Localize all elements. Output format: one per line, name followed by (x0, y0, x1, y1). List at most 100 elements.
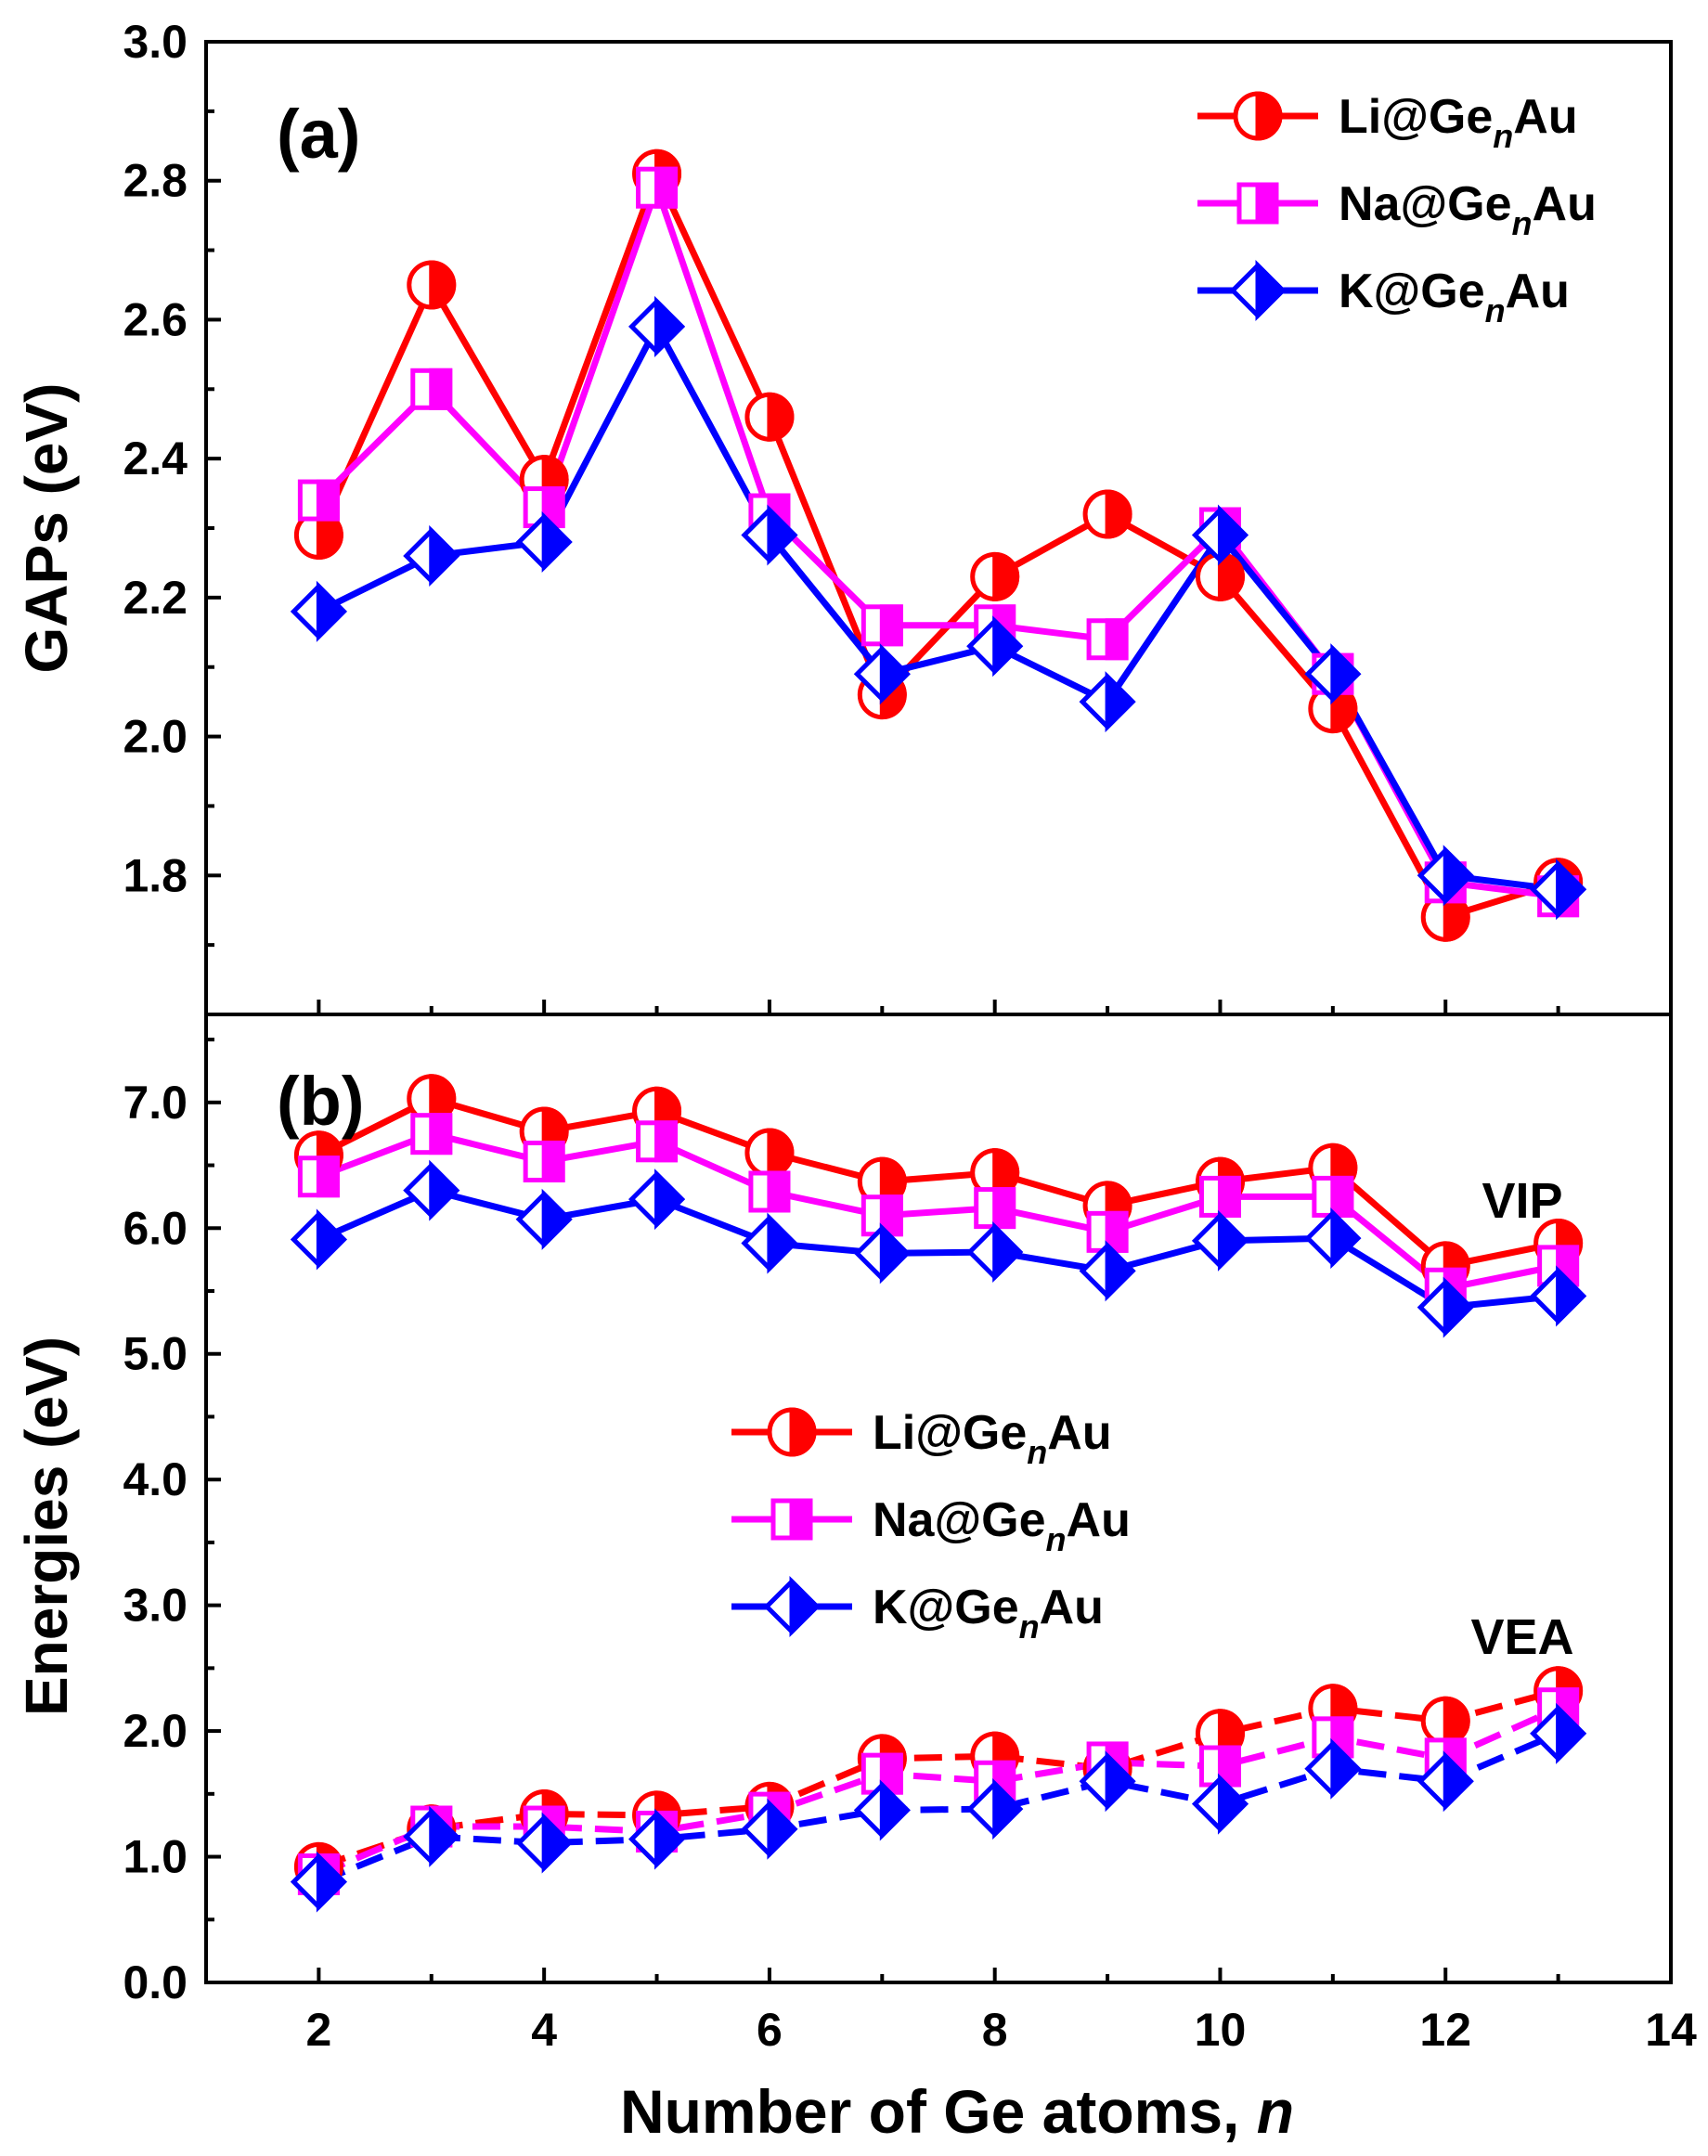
data-point-0-1-1 (410, 368, 453, 410)
data-point-1-3-10 (1420, 1696, 1470, 1746)
xtick-label-2: 6 (757, 2004, 783, 2056)
data-point-1-5-11 (1530, 1702, 1587, 1764)
data-point-0-0-1 (407, 260, 457, 310)
a-ytick-label-0: 1.8 (123, 849, 188, 901)
xtick-label-3: 8 (982, 2004, 1008, 2056)
data-point-0-2-5 (853, 643, 911, 705)
data-point-0-1-0 (297, 479, 340, 522)
legend-label-0-0: Li@GenAu (1339, 90, 1578, 155)
frame-layer (204, 40, 1673, 1984)
xtick-label-1: 4 (531, 2004, 557, 2056)
a-ytick-label-4: 2.6 (123, 293, 188, 345)
data-point-0-2-2 (515, 510, 573, 574)
data-point-1-2-1 (403, 1159, 460, 1221)
data-point-1-2-11 (1530, 1265, 1587, 1327)
data-point-0-1-3 (636, 166, 679, 209)
data-point-1-5-5 (853, 1779, 911, 1841)
data-point-1-5-7 (1079, 1750, 1136, 1813)
data-point-0-2-4 (741, 504, 798, 566)
data-point-1-5-4 (741, 1798, 798, 1860)
b-ytick-label-0: 0.0 (123, 1956, 188, 2008)
b-ytick-label-4: 4.0 (123, 1453, 188, 1505)
data-point-1-1-4 (748, 1170, 791, 1213)
a-ytick-label-2: 2.2 (123, 572, 188, 624)
data-point-1-1-1 (410, 1113, 453, 1155)
labels-layer: 1.8 2.0 2.2 2.4 2.6 2.8 3.0 0.0 1.0 2.0 3.0 4.0 5.0 6… (13, 16, 1697, 2146)
y-axis-label-a: GAPs (eV) (13, 383, 80, 674)
data-point-1-5-9 (1304, 1737, 1362, 1800)
data-point-0-2-11 (1530, 859, 1587, 921)
legend-marker-1-1 (770, 1498, 813, 1541)
legend-marker-0-2 (1229, 259, 1287, 322)
data-point-0-0-7 (1082, 489, 1132, 539)
data-point-1-2-4 (741, 1212, 798, 1274)
xtick-label-5: 12 (1419, 2004, 1471, 2056)
b-ytick-label-7: 7.0 (123, 1077, 188, 1129)
data-point-0-0-6 (970, 551, 1020, 601)
data-point-1-1-2 (523, 1140, 565, 1182)
xtick-label-4: 10 (1195, 2004, 1247, 2056)
series-line-0-0 (316, 170, 1559, 921)
data-point-0-2-8 (1191, 504, 1249, 566)
data-point-1-2-5 (853, 1222, 911, 1285)
data-point-1-5-10 (1417, 1750, 1474, 1813)
b-ytick-label-5: 5.0 (123, 1328, 188, 1380)
series-line-1-0 (317, 1095, 1559, 1270)
data-point-1-2-2 (515, 1188, 573, 1250)
series-line-1-2 (317, 1187, 1559, 1311)
y-axis-label-b: Energies (eV) (13, 1336, 80, 1716)
legend-label-1-0: Li@GenAu (873, 1406, 1112, 1471)
data-point-0-0-9 (1308, 684, 1358, 734)
data-point-1-1-6 (974, 1187, 1016, 1230)
x-axis-label-text: Number of Ge atoms, (620, 2077, 1257, 2146)
data-point-0-0-10 (1420, 892, 1470, 942)
annotation-vip: VIP (1482, 1173, 1562, 1229)
data-point-1-5-8 (1191, 1773, 1249, 1835)
a-ytick-label-5: 2.8 (123, 155, 188, 207)
b-ytick-label-6: 6.0 (123, 1202, 188, 1254)
legend-marker-0-0 (1233, 91, 1283, 141)
b-ytick-label-3: 3.0 (123, 1580, 188, 1632)
a-ytick-label-6: 3.0 (123, 16, 188, 68)
a-ytick-label-1: 2.0 (123, 711, 188, 763)
data-point-1-5-3 (628, 1808, 686, 1870)
data-point-0-2-0 (290, 580, 347, 642)
data-point-0-2-9 (1304, 643, 1362, 705)
data-point-1-5-6 (966, 1778, 1024, 1840)
a-ytick-label-3: 2.4 (123, 432, 188, 484)
legend-layer: Li@GenAu Na@GenAu K@GenAu Li@GenAu Na@GenAu K… (731, 90, 1597, 1646)
data-point-1-0-5 (857, 1156, 907, 1207)
legend-label-0-2: K@GenAu (1339, 265, 1570, 329)
data-point-1-2-10 (1417, 1276, 1474, 1338)
data-point-0-1-5 (860, 604, 903, 647)
plot-frame (204, 40, 1673, 1984)
data-point-1-0-4 (744, 1128, 795, 1178)
data-point-1-2-0 (290, 1208, 347, 1271)
data-point-1-2-7 (1079, 1240, 1136, 1302)
data-point-0-1-7 (1086, 618, 1129, 661)
data-point-1-1-3 (636, 1120, 679, 1163)
x-axis-label: Number of Ge atoms, n (620, 2077, 1294, 2146)
data-point-1-2-3 (628, 1168, 686, 1231)
xtick-label-0: 2 (305, 2004, 331, 2056)
legend-label-1-2: K@GenAu (873, 1581, 1104, 1646)
series-line-1-4 (317, 1705, 1560, 1878)
legend-label-1-1: Na@GenAu (873, 1493, 1131, 1558)
legend-marker-1-2 (763, 1575, 821, 1638)
legend-marker-0-1 (1236, 182, 1279, 225)
markers-layer (290, 148, 1587, 1913)
data-point-0-2-6 (966, 615, 1024, 678)
data-point-1-1-9 (1312, 1175, 1354, 1218)
data-point-0-2-3 (628, 295, 686, 357)
panel-label-a: (a) (277, 96, 360, 173)
b-ytick-label-2: 2.0 (123, 1705, 188, 1757)
legend-marker-1-0 (767, 1407, 817, 1457)
data-point-1-5-1 (403, 1805, 460, 1867)
data-point-1-5-0 (290, 1851, 347, 1913)
data-point-0-2-10 (1417, 845, 1474, 907)
data-point-0-0-4 (744, 392, 795, 442)
data-point-1-2-8 (1191, 1209, 1249, 1272)
legend-label-0-1: Na@GenAu (1339, 177, 1597, 242)
annotation-vea: VEA (1470, 1609, 1573, 1665)
